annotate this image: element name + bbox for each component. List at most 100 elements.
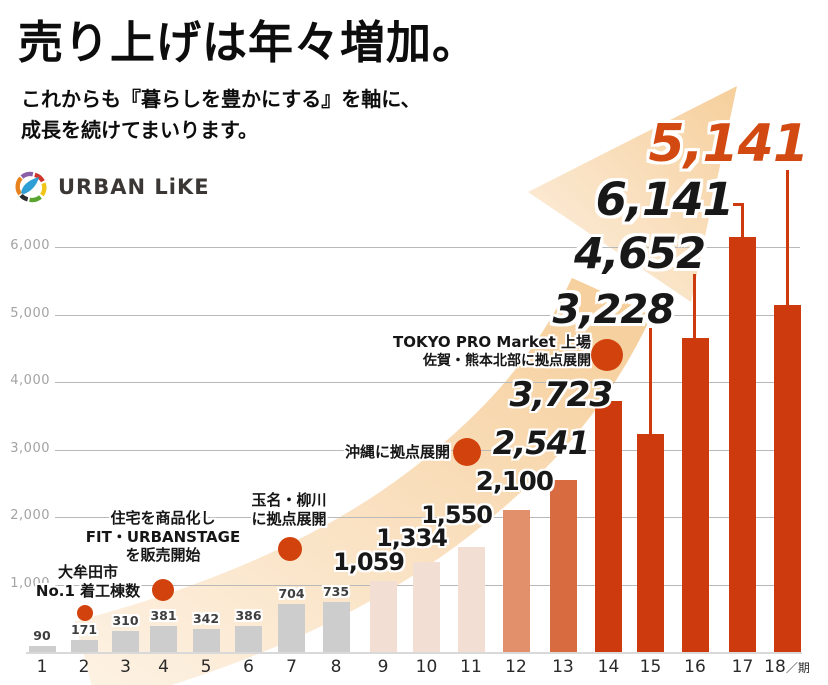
y-tick-label: 5,000 [10,305,50,321]
bar-value-label: 310 [112,613,139,629]
bar-period-16 [681,337,709,652]
annotation-line: 佐賀・熊本北部に拠点展開 [423,352,591,369]
milestone-dot-period-11 [453,438,481,466]
bar-value-label: 704 [278,586,305,602]
bar-period-5 [192,628,220,652]
milestone-dot-period-14 [591,339,623,371]
brand-logo-icon [15,171,47,203]
annotation-line: 大牟田市 [57,563,118,581]
bar-value-label: 6,141 [595,173,734,226]
label-leader-line [692,274,696,340]
bar-value-label: 90 [33,627,51,643]
bar-value-label: 2,100 [475,467,554,497]
annotation-tokyo-pro-market: TOKYO PRO Market 上場 佐賀・熊本北部に拠点展開 [393,333,591,370]
x-tick-label-17: 17 [731,657,754,677]
annotation-line: No.1 着工棟数 [35,581,141,600]
y-tick-label: 1,000 [10,575,50,591]
bar-value-label: 381 [150,608,177,624]
bar-period-4 [150,626,177,652]
page-subtitle: これからも『暮らしを豊かにする』を軸に、 成長を続けてまいります。 [21,84,421,146]
bar-period-9 [369,580,397,652]
y-tick-label: 2,000 [10,508,50,523]
bar-value-label: 2,541 [492,424,590,462]
bar-period-10 [413,561,440,652]
x-axis-line [26,652,802,654]
bar-period-12 [502,510,530,652]
bar-value-label: 1,334 [376,524,448,552]
bar-value-label: 3,228 [552,287,675,333]
bar-period-14 [595,400,622,652]
bar-value-label: 735 [322,584,350,600]
annotation-line: 住宅を商品化し [110,509,216,527]
x-axis-unit-suffix: ／期 [785,661,810,675]
brand-logo: URBAN LiKE [12,168,210,206]
label-leader-line [741,203,744,240]
bar-period-1 [28,645,56,652]
annotation-line: 沖縄に拠点展開 [344,443,450,461]
bar-value-label: 342 [192,610,220,626]
bar-period-3 [112,631,139,652]
x-tick-label-4: 4 [158,657,169,677]
annotation-omuta: 大牟田市 No.1 着工棟数 [0,563,238,600]
annotation-fit-urbanstage: 住宅を商品化し FIT・URBANSTAGE を販売開始 [13,509,313,565]
x-tick-label-18: 18／期 [764,657,810,677]
x-tick-label-3: 3 [120,657,131,677]
bar-period-18 [773,304,801,652]
bar-period-13 [549,480,577,652]
x-tick-label-7: 7 [286,657,297,677]
x-tick-label-15: 15 [639,657,662,677]
annotation-line: FIT・URBANSTAGE [85,527,241,546]
milestone-dot-period-4 [152,579,174,601]
bar-period-8 [322,602,350,652]
gridline-3000 [55,449,800,451]
x-tick-label-12: 12 [505,657,527,677]
milestone-dot-period-2 [77,605,93,621]
bar-period-11 [457,547,485,652]
bar-value-label: 1,550 [421,501,493,529]
brand-name: URBAN LiKE [58,175,210,199]
bar-period-17 [729,237,756,652]
x-tick-label-2: 2 [78,657,90,677]
x-tick-label-5: 5 [200,657,212,677]
x-tick-label-8: 8 [330,657,342,677]
bar-value-label: 4,652 [573,229,706,279]
label-leader-elbow [733,203,744,206]
annotation-line: を販売開始 [125,546,201,564]
annotation-line: 玉名・柳川 [251,491,327,509]
y-tick-label: 4,000 [10,373,50,388]
bar-period-2 [70,640,98,652]
milestone-dot-period-7 [278,537,302,561]
label-leader-line [649,328,652,436]
gridline-4000 [55,382,800,383]
x-tick-label-9: 9 [377,657,389,677]
gridline-2000 [55,517,800,518]
x-tick-label-14: 14 [597,657,620,677]
label-leader-line [785,170,789,307]
bar-value-label: 1,059 [333,548,405,576]
x-tick-label-11: 11 [460,657,482,677]
x-tick-label-1: 1 [36,657,48,677]
subtitle-line-2: 成長を続けてまいります。 [21,118,258,142]
bar-value-label: 3,723 [509,375,613,415]
gridline-5000 [55,314,800,316]
bar-value-label: 171 [70,622,98,638]
x-tick-label-6: 6 [243,657,254,677]
bar-period-6 [235,625,262,652]
x-tick-label-13: 13 [552,657,574,677]
y-tick-label: 6,000 [10,238,50,253]
subtitle-line-1: これからも『暮らしを豊かにする』を軸に、 [21,87,421,111]
x-tick-label-16: 16 [684,657,706,677]
y-tick-label: 3,000 [10,440,50,456]
annotation-tamana-yanagawa: 玉名・柳川 に拠点展開 [139,491,439,528]
gridline-6000 [55,247,800,248]
annotation-okinawa: 沖縄に拠点展開 [345,443,450,462]
bar-value-label: 5,141 [648,114,809,174]
annotation-line: TOKYO PRO Market 上場 [392,333,591,351]
annotation-line: に拠点展開 [251,509,327,528]
x-tick-label-10: 10 [415,657,438,677]
bar-period-7 [278,604,305,652]
page-title: 売り上げは年々増加。 [18,16,479,69]
